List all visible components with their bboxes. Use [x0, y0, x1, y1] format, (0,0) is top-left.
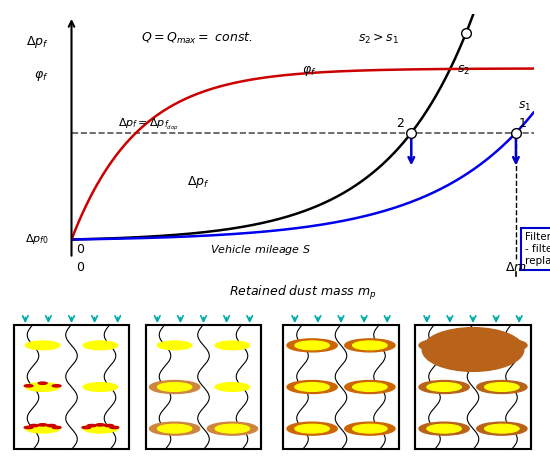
Circle shape: [295, 382, 329, 392]
Circle shape: [157, 341, 192, 350]
Circle shape: [353, 424, 387, 433]
Text: $\varphi_f$: $\varphi_f$: [302, 64, 317, 78]
Circle shape: [150, 381, 200, 393]
Text: $s_2$: $s_2$: [457, 64, 470, 77]
Circle shape: [419, 339, 469, 352]
Circle shape: [427, 341, 461, 350]
Circle shape: [345, 422, 395, 435]
Circle shape: [353, 341, 387, 350]
Text: $s_1$: $s_1$: [518, 100, 531, 113]
Text: Filter operation
- filter cartridge
replacement: Filter operation - filter cartridge repl…: [525, 232, 550, 266]
Circle shape: [215, 341, 250, 350]
Circle shape: [427, 424, 461, 433]
Circle shape: [477, 381, 527, 393]
Text: $\Delta p_f$: $\Delta p_f$: [26, 33, 48, 49]
Circle shape: [427, 382, 461, 392]
Circle shape: [287, 422, 337, 435]
Circle shape: [39, 424, 47, 426]
Text: 2: 2: [396, 117, 404, 130]
Text: 1: 1: [519, 117, 527, 130]
Circle shape: [419, 381, 469, 393]
Text: $\Delta m$: $\Delta m$: [505, 261, 527, 274]
Text: Retained dust mass $m_p$: Retained dust mass $m_p$: [229, 284, 376, 302]
Circle shape: [157, 424, 192, 433]
Circle shape: [295, 424, 329, 433]
Circle shape: [30, 425, 38, 427]
Circle shape: [25, 382, 60, 392]
Circle shape: [215, 424, 250, 433]
Circle shape: [207, 422, 257, 435]
Circle shape: [287, 381, 337, 393]
Bar: [146, 325, 261, 449]
Circle shape: [82, 426, 91, 429]
Text: $Q = Q_{max} =$ const.: $Q = Q_{max} =$ const.: [141, 31, 252, 46]
Bar: [283, 325, 399, 449]
Text: $\Delta p_{f0}$: $\Delta p_{f0}$: [25, 233, 48, 246]
Circle shape: [345, 339, 395, 352]
Circle shape: [345, 381, 395, 393]
Circle shape: [47, 425, 56, 427]
Circle shape: [24, 385, 33, 387]
Circle shape: [52, 426, 61, 429]
Circle shape: [295, 341, 329, 350]
Circle shape: [25, 424, 60, 433]
Circle shape: [83, 382, 118, 392]
Text: $s_2 > s_1$: $s_2 > s_1$: [358, 32, 399, 46]
Circle shape: [96, 424, 104, 426]
Circle shape: [52, 385, 61, 387]
Ellipse shape: [422, 327, 524, 371]
Text: $\Delta p_f = \Delta p_{f_{dop}}$: $\Delta p_f = \Delta p_{f_{dop}}$: [118, 117, 178, 133]
Circle shape: [485, 382, 519, 392]
Circle shape: [477, 339, 527, 352]
Circle shape: [110, 426, 119, 429]
Circle shape: [215, 382, 250, 392]
Circle shape: [419, 422, 469, 435]
Circle shape: [477, 422, 527, 435]
Text: Vehicle mileage $S$: Vehicle mileage $S$: [210, 243, 311, 256]
Circle shape: [157, 382, 192, 392]
Text: $\Delta p_f$: $\Delta p_f$: [187, 174, 210, 190]
Circle shape: [287, 339, 337, 352]
Circle shape: [39, 382, 47, 384]
Circle shape: [83, 424, 118, 433]
Bar: [14, 325, 129, 449]
Circle shape: [150, 422, 200, 435]
Circle shape: [485, 424, 519, 433]
Bar: [415, 325, 531, 449]
Circle shape: [25, 341, 60, 350]
Text: 0: 0: [76, 261, 84, 274]
Circle shape: [104, 425, 113, 427]
Circle shape: [87, 425, 96, 427]
Circle shape: [485, 341, 519, 350]
Circle shape: [24, 426, 33, 429]
Circle shape: [353, 382, 387, 392]
Circle shape: [83, 341, 118, 350]
Text: $\varphi_f$: $\varphi_f$: [34, 69, 48, 83]
Text: 0: 0: [76, 243, 84, 256]
